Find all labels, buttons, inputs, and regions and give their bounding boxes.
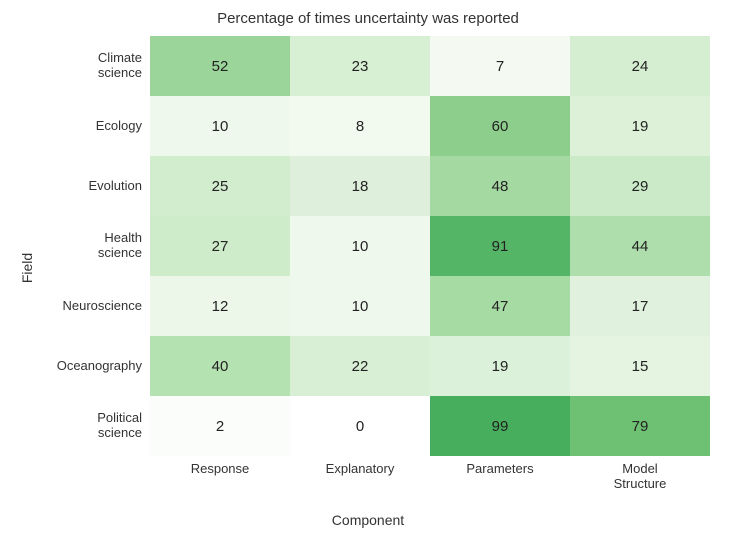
plot-area: 5223724108601925184829271091441210471740… (150, 36, 710, 456)
heatmap-cell: 19 (570, 96, 710, 156)
heatmap-grid: 5223724108601925184829271091441210471740… (150, 36, 710, 456)
heatmap-cell: 91 (430, 216, 570, 276)
column-label: Parameters (430, 458, 570, 498)
heatmap-cell: 18 (290, 156, 430, 216)
row-label: Ecology (40, 96, 148, 156)
heatmap-cell: 22 (290, 336, 430, 396)
heatmap-cell: 99 (430, 396, 570, 456)
heatmap-cell: 2 (150, 396, 290, 456)
heatmap-cell: 29 (570, 156, 710, 216)
column-label: Model Structure (570, 458, 710, 498)
heatmap-cell: 0 (290, 396, 430, 456)
heatmap-chart: Percentage of times uncertainty was repo… (0, 0, 736, 536)
heatmap-cell: 8 (290, 96, 430, 156)
heatmap-cell: 47 (430, 276, 570, 336)
row-labels: Climate scienceEcologyEvolutionHealth sc… (40, 36, 148, 456)
x-axis-label: Component (0, 512, 736, 528)
heatmap-cell: 23 (290, 36, 430, 96)
row-label: Neuroscience (40, 276, 148, 336)
heatmap-cell: 52 (150, 36, 290, 96)
heatmap-cell: 10 (150, 96, 290, 156)
row-label: Health science (40, 216, 148, 276)
heatmap-cell: 27 (150, 216, 290, 276)
heatmap-cell: 7 (430, 36, 570, 96)
column-label: Response (150, 458, 290, 498)
row-label: Oceanography (40, 336, 148, 396)
row-label: Political science (40, 396, 148, 456)
heatmap-cell: 17 (570, 276, 710, 336)
heatmap-cell: 40 (150, 336, 290, 396)
heatmap-cell: 10 (290, 276, 430, 336)
heatmap-cell: 79 (570, 396, 710, 456)
row-label: Evolution (40, 156, 148, 216)
heatmap-cell: 48 (430, 156, 570, 216)
heatmap-cell: 60 (430, 96, 570, 156)
column-label: Explanatory (290, 458, 430, 498)
heatmap-cell: 25 (150, 156, 290, 216)
chart-title: Percentage of times uncertainty was repo… (0, 10, 736, 27)
heatmap-cell: 44 (570, 216, 710, 276)
row-label: Climate science (40, 36, 148, 96)
heatmap-cell: 24 (570, 36, 710, 96)
heatmap-cell: 15 (570, 336, 710, 396)
y-axis-label: Field (19, 253, 35, 283)
column-labels: ResponseExplanatoryParametersModel Struc… (150, 458, 710, 498)
heatmap-cell: 10 (290, 216, 430, 276)
heatmap-cell: 19 (430, 336, 570, 396)
heatmap-cell: 12 (150, 276, 290, 336)
